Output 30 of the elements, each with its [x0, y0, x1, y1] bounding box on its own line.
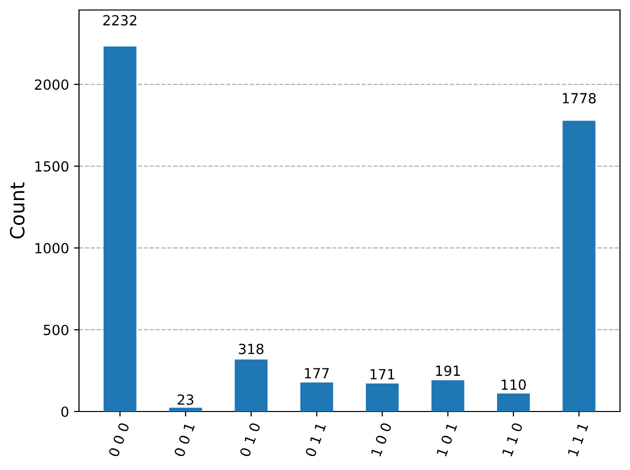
x-tick-label: 0 1 0	[239, 422, 261, 458]
x-tick-label: 1 0 0	[370, 422, 392, 457]
data-label: 23	[178, 394, 194, 405]
bar	[234, 359, 268, 412]
data-label: 171	[370, 369, 394, 380]
data-label: 191	[436, 366, 460, 376]
data-label: 1778	[562, 92, 596, 104]
data-label: 318	[238, 344, 264, 354]
x-tick-label: 1 1 1	[568, 422, 588, 457]
y-tick-label: 1000	[35, 242, 68, 254]
x-tick-label: 0 1 1	[304, 422, 326, 458]
x-tick-label: 0 0 0	[108, 422, 130, 458]
x-tick-label: 1 0 1	[436, 422, 458, 457]
x-tick-label: 1 1 0	[502, 422, 523, 457]
y-axis-title: Count	[10, 182, 25, 239]
bar	[104, 46, 136, 412]
bar	[169, 408, 202, 412]
y-tick-label: 500	[44, 324, 68, 336]
y-tick-label: 2000	[34, 79, 68, 90]
data-label: 177	[304, 368, 329, 378]
bar	[431, 380, 464, 412]
data-label: 110	[502, 379, 526, 390]
bar	[497, 394, 530, 412]
y-tick-label: 0	[61, 406, 68, 417]
y-tick-label: 1500	[35, 161, 68, 172]
bar	[300, 382, 334, 412]
x-tick-label: 0 0 1	[174, 422, 195, 458]
bar	[366, 384, 399, 412]
data-label: 2232	[103, 15, 136, 26]
bar	[562, 120, 596, 412]
